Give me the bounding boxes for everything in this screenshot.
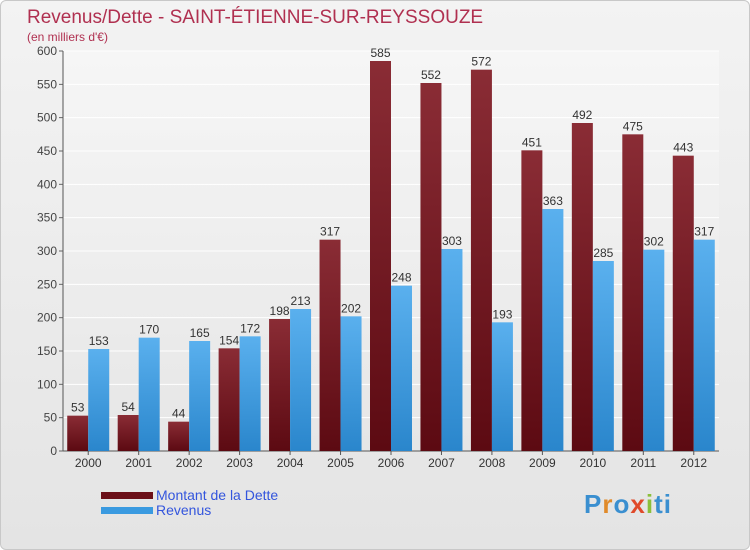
bar-revenue (592, 261, 614, 451)
data-label: 44 (172, 407, 186, 421)
bar-debt (117, 415, 139, 451)
bar-revenue (441, 249, 463, 451)
bar-revenue (340, 316, 362, 451)
bar-debt (571, 123, 593, 451)
logo-letter: x (630, 489, 646, 519)
legend-swatch-debt (101, 492, 153, 499)
y-tick-label: 350 (37, 211, 57, 225)
data-label: 213 (291, 294, 311, 308)
x-tick-label: 2002 (176, 456, 203, 470)
bar-revenue (290, 309, 312, 451)
data-label: 285 (593, 246, 613, 260)
x-tick-label: 2007 (428, 456, 455, 470)
data-label: 54 (122, 400, 136, 414)
x-tick-label: 2005 (327, 456, 354, 470)
data-label: 475 (623, 119, 643, 133)
bar-debt (420, 83, 442, 451)
x-tick-label: 2012 (680, 456, 707, 470)
logo-letter: i (663, 489, 672, 519)
bar-debt (470, 69, 492, 452)
logo-letter: P (584, 489, 603, 519)
y-tick-label: 150 (37, 344, 57, 358)
y-tick-label: 200 (37, 311, 57, 325)
bar-revenue (391, 285, 412, 451)
bar-debt (622, 134, 644, 452)
data-label: 317 (694, 225, 714, 239)
data-label: 202 (341, 301, 361, 315)
logo-letter: i (645, 489, 655, 519)
data-label: 170 (139, 323, 159, 337)
bar-debt (168, 421, 190, 451)
bar-revenue (239, 336, 261, 451)
bar-revenue (189, 341, 211, 451)
data-label: 154 (219, 333, 239, 347)
data-label: 53 (71, 401, 85, 415)
x-tick-label: 2003 (226, 456, 253, 470)
y-tick-label: 550 (37, 77, 57, 91)
y-tick-label: 50 (44, 411, 58, 425)
data-label: 443 (673, 141, 693, 155)
data-label: 552 (421, 68, 441, 82)
legend-label-revenue: Revenus (156, 502, 212, 518)
bar-revenue (542, 209, 564, 451)
bar-debt (521, 150, 543, 452)
x-tick-label: 2001 (125, 456, 152, 470)
bar-debt (370, 61, 391, 451)
x-tick-label: 2006 (378, 456, 405, 470)
y-tick-label: 600 (37, 44, 57, 58)
logo-letter: r (602, 489, 614, 519)
y-tick-label: 250 (37, 277, 57, 291)
bar-revenue (138, 337, 160, 451)
x-tick-label: 2000 (75, 456, 102, 470)
legend-swatch-revenue (101, 507, 153, 514)
bar-debt (218, 348, 240, 451)
data-label: 572 (471, 55, 491, 69)
data-label: 153 (89, 334, 109, 348)
logo-letter: o (613, 489, 631, 519)
bar-debt (67, 415, 89, 451)
x-tick-label: 2008 (479, 456, 506, 470)
bar-revenue (88, 349, 110, 451)
data-label: 363 (543, 194, 563, 208)
x-tick-label: 2009 (529, 456, 556, 470)
bar-revenue (491, 322, 513, 451)
data-label: 492 (572, 108, 592, 122)
bar-debt (319, 239, 341, 451)
chart-title: Revenus/Dette - SAINT-ÉTIENNE-SUR-REYSSO… (27, 7, 484, 28)
proxiti-logo: Proxiti (584, 489, 672, 520)
x-tick-label: 2010 (579, 456, 606, 470)
data-label: 451 (522, 135, 542, 149)
y-tick-label: 100 (37, 377, 57, 391)
y-tick-label: 500 (37, 111, 57, 125)
logo-letter: t (654, 489, 664, 519)
y-tick-label: 300 (37, 244, 57, 258)
data-label: 193 (492, 307, 512, 321)
legend-label-debt: Montant de la Dette (156, 487, 279, 503)
y-tick-label: 400 (37, 177, 57, 191)
data-label: 302 (644, 235, 664, 249)
bar-revenue (693, 239, 715, 451)
chart-subtitle: (en milliers d'€) (27, 30, 108, 44)
x-tick-label: 2004 (277, 456, 304, 470)
bar-debt (672, 155, 694, 451)
x-tick-label: 2011 (630, 456, 656, 470)
data-label: 172 (240, 321, 260, 335)
data-label: 165 (190, 326, 210, 340)
y-tick-label: 0 (50, 444, 57, 458)
data-label: 303 (442, 234, 462, 248)
bar-revenue (643, 249, 665, 451)
y-tick-label: 450 (37, 144, 57, 158)
data-label: 585 (370, 46, 390, 60)
data-label: 248 (391, 271, 411, 285)
data-label: 317 (320, 225, 340, 239)
data-label: 198 (270, 304, 290, 318)
bar-debt (269, 319, 291, 451)
